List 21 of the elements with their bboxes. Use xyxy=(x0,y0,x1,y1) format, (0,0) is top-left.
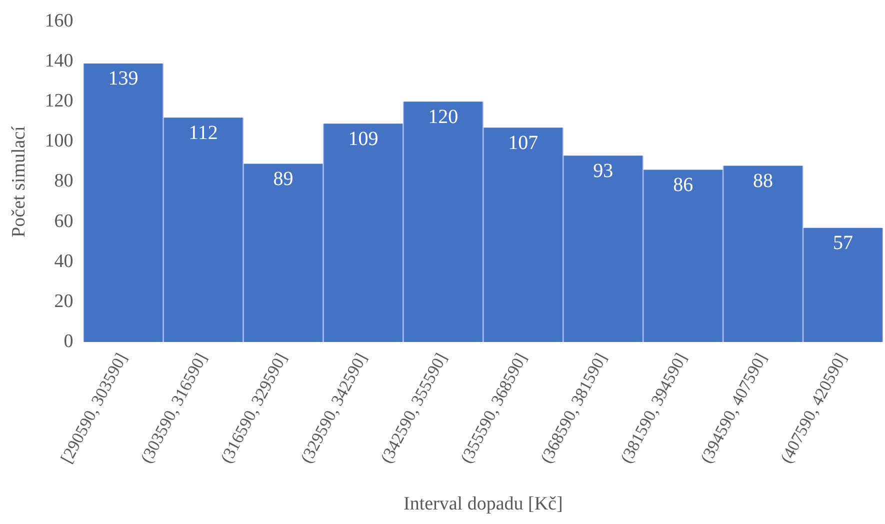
y-tick-label: 0 xyxy=(64,331,74,352)
data-label: 88 xyxy=(753,170,774,192)
data-label: 107 xyxy=(508,132,538,154)
y-tick-label: 60 xyxy=(54,210,74,232)
data-label: 89 xyxy=(273,168,294,190)
y-tick-label: 160 xyxy=(44,10,74,32)
y-tick-label: 20 xyxy=(54,290,74,312)
data-label: 120 xyxy=(428,106,458,128)
data-label: 109 xyxy=(348,128,378,150)
y-tick-label: 100 xyxy=(44,130,74,152)
data-label: 86 xyxy=(673,174,694,196)
y-tick-label: 140 xyxy=(44,50,74,72)
y-axis-title: Počet simulací xyxy=(8,125,30,238)
data-label: 112 xyxy=(188,122,218,144)
y-tick-label: 40 xyxy=(54,250,74,272)
data-label: 139 xyxy=(108,68,138,90)
y-tick-label: 120 xyxy=(44,90,74,112)
data-label: 57 xyxy=(833,232,854,254)
x-axis-title: Interval dopadu [Kč] xyxy=(403,494,563,515)
data-label: 93 xyxy=(593,160,614,182)
y-tick-label: 80 xyxy=(54,170,74,192)
